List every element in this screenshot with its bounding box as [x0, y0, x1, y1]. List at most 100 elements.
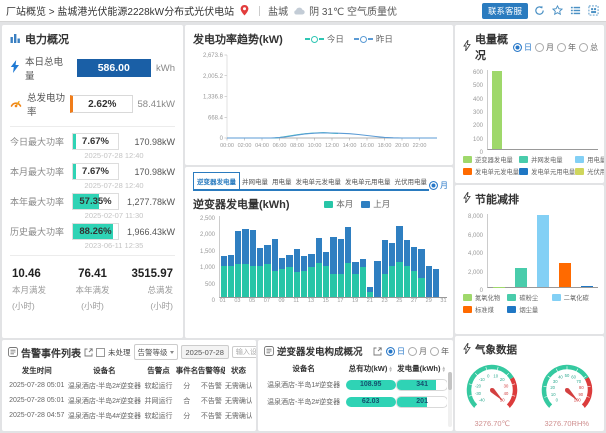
column-header[interactable]: 发电量(kWh) ▲ ▼ — [397, 364, 446, 374]
legend-label: 碳粉尘 — [519, 295, 539, 302]
legend-item[interactable]: 今日 — [304, 33, 344, 45]
x-tick-label — [271, 298, 278, 304]
column-header: 发生时间 — [21, 366, 52, 375]
legend-item[interactable]: 发电单元发电量 — [463, 167, 519, 176]
export-icon[interactable] — [84, 347, 93, 357]
radio-option[interactable]: 年 — [430, 346, 449, 357]
radio-option[interactable]: 月 — [535, 42, 554, 53]
power-cell: 108.95 — [345, 376, 396, 393]
panel-title: 电力概况 — [25, 34, 69, 46]
bar-thismonth — [323, 265, 330, 297]
alarm-level-select[interactable]: 告警等级 — [133, 344, 178, 360]
panel-title: 电量概况 — [475, 34, 508, 62]
alarm-table: 发生时间 设备名 告警点 事件名 告警等级 状态 2025-07-28 05:01 温泉酒店-… — [6, 363, 252, 423]
legend-item[interactable]: 标准煤 — [463, 305, 507, 314]
legend-swatch-icon — [575, 156, 585, 163]
legend-item[interactable]: 发电单元用电量 — [519, 167, 575, 176]
radio-option[interactable]: 日 — [386, 346, 405, 357]
breadcrumb[interactable]: 厂站概览 > 盐城港光伏能源2228kW分布式光伏电站 — [6, 7, 235, 18]
x-tick-label: 13 — [307, 298, 315, 304]
table-row[interactable]: 2025-07-28 05:01 温泉酒店-半岛2#逆变器 软起运行 分 不告警 无需确认 — [6, 378, 252, 393]
bar-thismonth — [418, 277, 425, 297]
legend-item[interactable]: 上月 — [361, 198, 390, 210]
sort-icon[interactable]: ▲ ▼ — [441, 364, 446, 374]
gauge-value-label: 3276.70℃ — [474, 419, 511, 428]
star-icon[interactable] — [551, 4, 564, 17]
date-picker[interactable]: 2025-07-28 — [180, 345, 229, 359]
scrollbar[interactable] — [448, 372, 452, 427]
column-header[interactable]: 总有功(kW) ▲ ▼ — [348, 364, 393, 374]
legend-item[interactable]: 碳粉尘 — [507, 293, 551, 302]
bar-thismonth — [257, 265, 264, 297]
table-row[interactable]: 2025-07-28 04:57 温泉酒店-半岛4#逆变器 软起运行 分 不告警 无需确认 — [6, 408, 252, 423]
table-row[interactable]: 温泉酒店-半岛2#逆变器 62.03 201 — [262, 393, 447, 410]
tab-4[interactable]: 发电单元发电量 — [295, 179, 342, 186]
radio-option[interactable]: 年 — [557, 42, 576, 53]
refresh-icon[interactable] — [533, 4, 546, 17]
legend-item[interactable]: 氮氧化物 — [463, 293, 507, 302]
legend-label: 二氧化碳 — [563, 295, 589, 302]
svg-text:70: 70 — [576, 379, 581, 384]
inverter-chart: 0 500 1,000 1,500 2,000 2,500 01 03 05 07 09 11 13 15… — [185, 212, 453, 304]
legend-item[interactable]: 逆变器发电量 — [463, 155, 519, 164]
tab-6[interactable]: 光伏用电量 — [394, 179, 428, 186]
radio-dot-icon — [513, 42, 522, 52]
legend-item[interactable]: 二氧化碳 — [551, 293, 596, 302]
legend-label: 标准煤 — [475, 307, 494, 314]
sort-icon[interactable]: ▲ ▼ — [388, 364, 393, 374]
radio-option[interactable]: 日 — [513, 42, 532, 53]
max-power-progress: 88.26% — [72, 223, 119, 240]
list-menu-icon[interactable] — [569, 4, 582, 17]
weather-data-panel: 气象数据 -40-30-20-10010203040503276.70℃0102… — [455, 336, 604, 431]
legend-swatch-icon — [507, 306, 517, 313]
tab-2[interactable]: 并网电量 — [242, 179, 268, 186]
legend-swatch-icon — [463, 168, 472, 175]
cloudy-weather-icon — [292, 4, 305, 17]
weather-gauges: -40-30-20-10010203040503276.70℃010203040… — [455, 360, 604, 428]
legend-item[interactable]: 并网发电量 — [519, 155, 575, 164]
radio-option[interactable]: 月 — [429, 180, 448, 191]
legend-item[interactable]: 烟尘量 — [507, 305, 551, 314]
energy-fill-icon — [397, 379, 437, 390]
stat-label: 本年满发 — [75, 285, 110, 295]
tab-5[interactable]: 发电单元用电量 — [345, 179, 391, 186]
y-tick-label: 200 — [472, 123, 483, 130]
legend-item[interactable]: 昨日 — [353, 33, 393, 45]
export-icon[interactable] — [373, 346, 382, 356]
radio-label: 总 — [590, 42, 598, 52]
x-tick-label — [241, 298, 248, 304]
bar-lastmonth — [345, 227, 352, 263]
x-axis: 01 03 05 07 09 11 13 15 17 19 21 23 25 27 29 31 — [219, 298, 447, 304]
grid-layout-icon[interactable] — [587, 4, 600, 17]
x-tick-label — [418, 298, 425, 304]
energy-period-radio-group: 日月年 总 — [513, 42, 598, 53]
svg-text:20:00: 20:00 — [395, 143, 409, 149]
x-tick-label — [344, 298, 351, 304]
total-power-rate-value: 2.62% — [70, 95, 133, 113]
contact-service-button[interactable]: 联系客服 — [481, 2, 528, 19]
search-input[interactable] — [231, 346, 256, 358]
legend-item[interactable]: 光伏用电量 — [575, 167, 604, 176]
location-pin-icon[interactable] — [238, 4, 251, 17]
table-row[interactable]: 温泉酒店-半岛1#逆变器 108.95 341 — [262, 376, 447, 393]
svg-text:30: 30 — [504, 384, 509, 389]
composition-table: 设备名 总有功(kW) ▲ ▼ 发电量(kWh) ▲ ▼ 温泉酒店-半岛1#逆变器 108.95… — [262, 361, 447, 410]
unhandled-checkbox[interactable] — [96, 347, 105, 357]
bar-lastmonth — [308, 253, 315, 268]
radio-option[interactable]: 月 — [408, 346, 427, 357]
tab-1[interactable]: 逆变器发电量 — [193, 172, 240, 189]
legend-swatch-icon — [551, 294, 561, 301]
divider — [10, 126, 175, 127]
bar-slot — [576, 286, 598, 287]
legend-label: 逆变器发电量 — [475, 157, 513, 164]
scrollbar-thumb[interactable] — [448, 372, 452, 390]
lightning-icon — [10, 60, 20, 76]
radio-option[interactable]: 总 — [579, 42, 598, 53]
tab-3[interactable]: 用电量 — [272, 179, 292, 186]
table-row[interactable]: 2025-07-28 05:01 温泉酒店-半岛2#逆变器 并网运行 合 不告警 无需确认 — [6, 393, 252, 408]
legend-item[interactable]: 用电量 — [575, 155, 604, 164]
x-tick-label: 19 — [352, 298, 359, 304]
legend-item[interactable]: 本月 — [324, 198, 353, 210]
stat-sublabel: (小时) — [12, 301, 35, 311]
